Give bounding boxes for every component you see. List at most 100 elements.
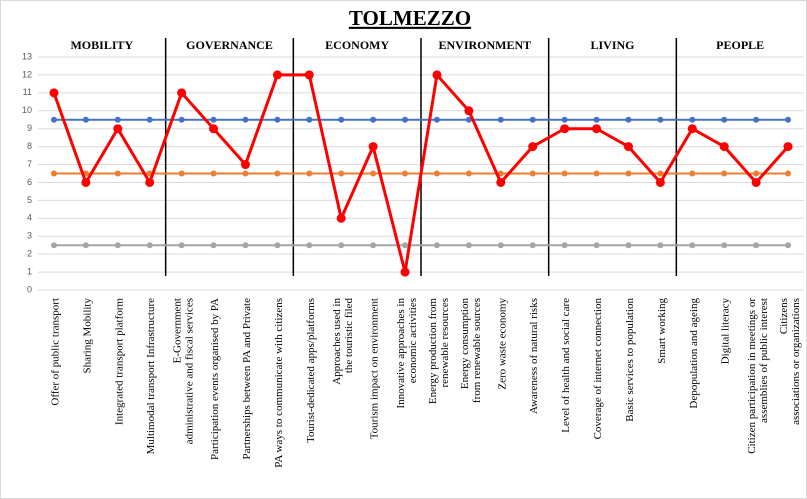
- point: [753, 116, 760, 123]
- x-tick-label: Partnerships between PA and Private: [241, 298, 253, 460]
- point: [210, 242, 217, 249]
- point: [785, 242, 792, 249]
- point: [178, 116, 185, 123]
- point: [465, 170, 472, 177]
- point: [657, 242, 664, 249]
- point: [689, 170, 696, 177]
- point: [178, 242, 185, 249]
- y-tick-label: 6: [27, 177, 32, 187]
- point: [274, 116, 281, 123]
- point: [49, 88, 59, 98]
- point: [561, 242, 568, 249]
- point: [50, 116, 57, 123]
- x-tick-label: Energy production fromrenewable resource…: [426, 298, 450, 405]
- point: [561, 170, 568, 177]
- point: [433, 116, 440, 123]
- point: [528, 142, 538, 152]
- point: [146, 242, 153, 249]
- x-tick-label: Digital literacy: [720, 298, 732, 365]
- point: [753, 242, 760, 249]
- x-tick-label: Approaches used inthe touristic filed: [331, 298, 355, 385]
- point: [178, 170, 185, 177]
- point: [306, 242, 313, 249]
- y-tick-label: 7: [27, 159, 32, 169]
- point: [721, 170, 728, 177]
- point: [113, 124, 123, 134]
- x-tick-label: Tourism impact on environment: [369, 298, 381, 439]
- point: [240, 160, 250, 170]
- chart-title: TOLMEZZO: [349, 6, 471, 30]
- point: [719, 142, 729, 152]
- point: [625, 170, 632, 177]
- point: [336, 213, 346, 223]
- point: [304, 70, 314, 80]
- point: [81, 177, 91, 187]
- point: [242, 170, 249, 177]
- point: [402, 170, 409, 177]
- point: [114, 116, 121, 123]
- point: [274, 170, 281, 177]
- y-tick-label: 12: [22, 69, 32, 79]
- x-tick-label: E-Governmentadministrative and fiscal se…: [171, 298, 195, 444]
- point: [529, 116, 536, 123]
- point: [338, 170, 345, 177]
- group-label: ECONOMY: [325, 38, 389, 52]
- point: [785, 170, 792, 177]
- point: [50, 170, 57, 177]
- x-tick-label: PA ways to communicate with citizens: [273, 298, 285, 468]
- x-tick-label: Awareness of natural risks: [528, 298, 540, 414]
- y-tick-label: 2: [27, 249, 32, 259]
- x-tick-label: Participation events organised by PA: [209, 298, 221, 460]
- point: [689, 116, 696, 123]
- point: [753, 170, 760, 177]
- group-label: LIVING: [590, 38, 634, 52]
- x-tick-label: Zero waste economy: [496, 298, 508, 390]
- point: [560, 124, 570, 134]
- point: [145, 177, 155, 187]
- point: [114, 242, 121, 249]
- point: [783, 142, 793, 152]
- point: [177, 88, 187, 98]
- point: [370, 242, 377, 249]
- point: [306, 170, 313, 177]
- point: [593, 170, 600, 177]
- y-tick-label: 10: [22, 105, 32, 115]
- x-tick-label: Innovative approaches ineconomic activit…: [395, 298, 419, 409]
- point: [368, 142, 378, 152]
- x-tick-label: Citizen participation in meetings orasse…: [746, 298, 770, 454]
- x-tick-label: Depopulation and ageing: [688, 298, 700, 409]
- point: [370, 170, 377, 177]
- series-line: [52, 71, 790, 273]
- point: [529, 170, 536, 177]
- point: [242, 116, 249, 123]
- point: [496, 177, 506, 187]
- y-tick-label: 8: [27, 141, 32, 151]
- point: [687, 124, 697, 134]
- point: [210, 116, 217, 123]
- point: [657, 116, 664, 123]
- point: [593, 116, 600, 123]
- point: [433, 242, 440, 249]
- y-tick-label: 1: [27, 266, 32, 276]
- point: [433, 170, 440, 177]
- point: [274, 242, 281, 249]
- group-label: ENVIRONMENT: [438, 38, 531, 52]
- group-label: GOVERNANCE: [186, 38, 273, 52]
- point: [497, 116, 504, 123]
- point: [623, 142, 633, 152]
- point: [593, 242, 600, 249]
- point: [146, 116, 153, 123]
- point: [338, 242, 345, 249]
- y-tick-label: 3: [27, 231, 32, 241]
- point: [465, 116, 472, 123]
- x-tick-label: Basic services to population: [624, 298, 636, 422]
- point: [592, 124, 602, 134]
- x-tick-label: Offer of public transport: [49, 298, 61, 406]
- point: [50, 242, 57, 249]
- point: [432, 70, 442, 80]
- point: [464, 106, 474, 116]
- point: [402, 116, 409, 123]
- point: [625, 116, 632, 123]
- point: [272, 70, 282, 80]
